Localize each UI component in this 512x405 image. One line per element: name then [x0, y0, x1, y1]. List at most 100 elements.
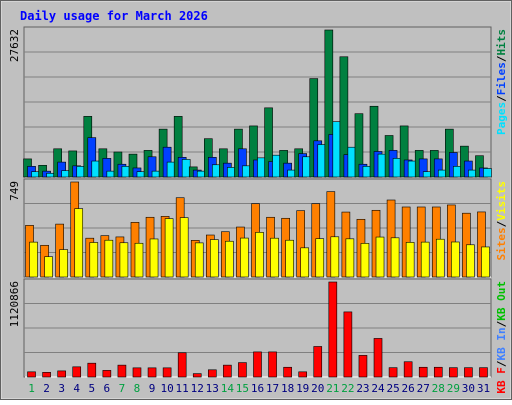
bar-visits — [149, 238, 159, 278]
bar-visits — [89, 242, 99, 278]
bar-visits — [179, 217, 189, 278]
legend-separator: / — [495, 320, 508, 327]
chart-title: Daily usage for March 2026 — [20, 9, 208, 23]
legend-kbytes: KB F/KB In/KB Out — [495, 281, 508, 394]
x-tick-label: 19 — [296, 382, 309, 395]
bar-kb-f — [102, 370, 112, 378]
bar-kb-f — [208, 369, 217, 378]
bar-visits — [300, 247, 309, 278]
bar-kb-f — [449, 367, 458, 378]
bar-kb-f — [238, 362, 247, 378]
legend-entry: Sites — [495, 227, 508, 260]
bar-visits — [285, 239, 294, 278]
x-tick-label: 25 — [386, 382, 399, 395]
x-tick-label: 29 — [447, 382, 460, 395]
x-tick-label: 6 — [104, 382, 111, 395]
bar-visits — [481, 246, 490, 278]
legend-entry: KB Out — [495, 281, 508, 321]
y-max-label: 27632 — [8, 29, 21, 62]
bar-kb-f — [132, 367, 142, 378]
bar-kb-f — [373, 338, 383, 378]
bar-visits — [255, 232, 264, 278]
bar-visits — [194, 242, 204, 278]
bar-kb-f — [328, 281, 338, 378]
x-tick-label: 7 — [119, 382, 126, 395]
legend-entry: Files — [495, 62, 508, 95]
x-tick-label: 27 — [417, 382, 430, 395]
bar-kb-f — [253, 351, 262, 378]
bar-visits — [29, 241, 38, 278]
bar-visits — [330, 236, 340, 278]
bar-visits — [420, 241, 430, 278]
bar-visits — [390, 237, 400, 278]
bar-kb-f — [57, 370, 66, 378]
bar-kb-f — [192, 373, 202, 378]
bar-kb-f — [147, 367, 157, 378]
legend-entry: Hits — [495, 29, 508, 56]
x-tick-label: 5 — [88, 382, 95, 395]
x-tick-label: 16 — [251, 382, 264, 395]
bar-kb-f — [464, 367, 473, 378]
bar-visits — [134, 242, 144, 278]
bar-kb-f — [418, 366, 428, 378]
y-max-label: 1120866 — [8, 281, 21, 327]
bar-kb-f — [72, 366, 82, 378]
x-tick-label: 13 — [206, 382, 219, 395]
legend-separator: / — [495, 220, 508, 227]
x-tick-label: 11 — [176, 382, 189, 395]
x-tick-label: 26 — [402, 382, 415, 395]
x-tick-label: 23 — [356, 382, 369, 395]
bar-visits — [119, 242, 129, 278]
y-max-label: 749 — [8, 181, 21, 201]
x-tick-label: 20 — [311, 382, 324, 395]
bar-visits — [270, 237, 279, 278]
bar-visits — [466, 244, 475, 278]
bar-kb-f — [27, 371, 36, 378]
x-tick-label: 24 — [371, 382, 385, 395]
x-tick-label: 10 — [160, 382, 173, 395]
x-tick-label: 30 — [462, 382, 475, 395]
x-tick-label: 1 — [28, 382, 35, 395]
bar-visits — [225, 240, 234, 278]
legend-entry: KB In — [495, 327, 508, 360]
bar-kb-f — [177, 352, 187, 378]
bar-kb-f — [268, 351, 277, 378]
bar-visits — [59, 249, 68, 278]
bar-kb-f — [162, 367, 172, 378]
bar-kb-f — [479, 367, 488, 378]
bar-kb-f — [223, 364, 232, 378]
x-tick-label: 8 — [134, 382, 141, 395]
bar-kb-f — [298, 371, 307, 378]
bar-kb-f — [117, 364, 127, 378]
x-tick-label: 17 — [266, 382, 279, 395]
bar-kb-f — [313, 346, 323, 378]
legend-entry: Pages — [495, 102, 508, 135]
bar-visits — [315, 238, 325, 278]
bar-visits — [435, 238, 445, 278]
bar-kb-f — [388, 367, 398, 378]
bar-kb-f — [42, 372, 51, 378]
x-tick-label: 22 — [341, 382, 354, 395]
legend-visits-sites: Sites/Visits — [495, 181, 508, 261]
panel-kbytes: 1120866 KB F/KB In/KB Out — [8, 278, 508, 394]
x-tick-label: 31 — [477, 382, 490, 395]
x-tick-label: 12 — [191, 382, 204, 395]
bar-kb-f — [343, 311, 353, 378]
bar-visits — [345, 238, 355, 278]
legend-separator: / — [495, 360, 508, 367]
bar-kb-f — [433, 366, 443, 378]
x-tick-label: 4 — [73, 382, 80, 395]
bar-visits — [44, 256, 53, 278]
bar-kb-f — [283, 366, 292, 378]
panels: 27632Pages/Files/Hits749Sites/Visits1120… — [8, 26, 508, 394]
panel-visits-sites: 749 Sites/Visits — [8, 178, 508, 278]
bar-visits — [375, 236, 385, 278]
bar-visits — [451, 241, 460, 278]
legend-entry: Visits — [495, 181, 508, 221]
bar-visits — [74, 208, 84, 278]
legend-separator: / — [495, 95, 508, 102]
bar-visits — [405, 242, 415, 278]
